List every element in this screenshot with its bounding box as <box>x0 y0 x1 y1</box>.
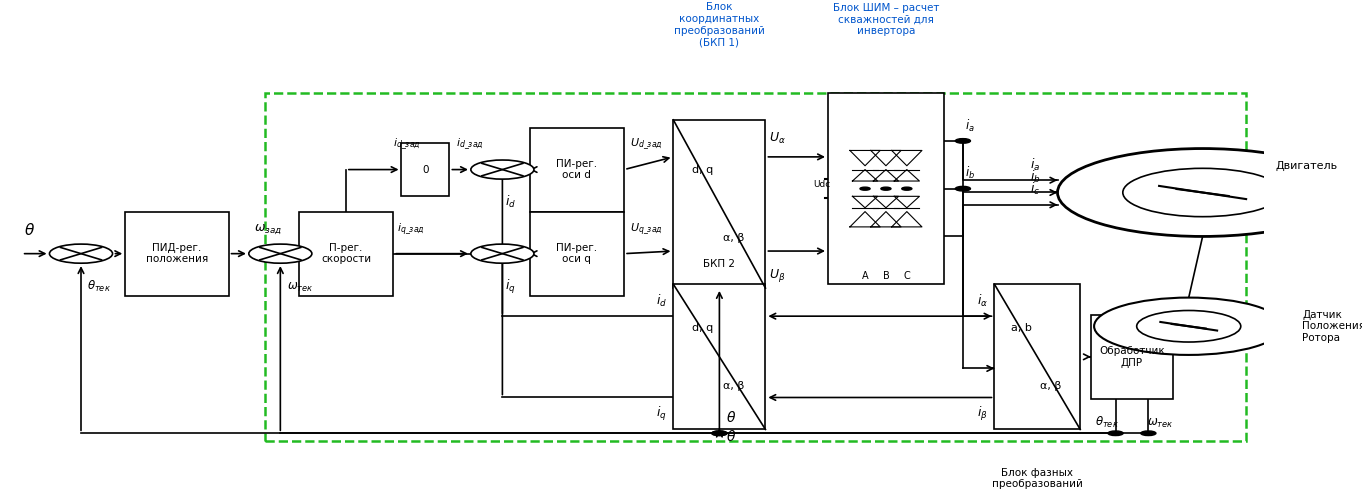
Text: $\theta_{тек}$: $\theta_{тек}$ <box>87 279 112 294</box>
Text: $i_q$: $i_q$ <box>656 405 667 423</box>
Circle shape <box>955 186 971 191</box>
Circle shape <box>859 187 870 190</box>
Text: α, β: α, β <box>722 233 744 243</box>
Text: П-рег.
скорости: П-рег. скорости <box>321 243 370 264</box>
Circle shape <box>471 244 534 263</box>
Circle shape <box>1122 168 1283 216</box>
Circle shape <box>712 431 727 435</box>
Text: $i_a$: $i_a$ <box>1030 157 1041 173</box>
Circle shape <box>712 431 727 435</box>
Text: $U_{\alpha}$: $U_{\alpha}$ <box>770 130 786 146</box>
Text: $i_{q\_зад}$: $i_{q\_зад}$ <box>398 221 425 237</box>
Text: α, β: α, β <box>1039 381 1061 391</box>
Text: ПИ-рег.
оси d: ПИ-рег. оси d <box>556 159 598 181</box>
Text: a, b: a, b <box>1012 323 1032 333</box>
Text: $i_c$: $i_c$ <box>1030 182 1041 197</box>
Circle shape <box>471 160 534 179</box>
Text: ПИД-рег.
положения: ПИД-рег. положения <box>146 243 208 265</box>
Circle shape <box>902 187 913 190</box>
Bar <box>673 284 765 430</box>
Text: $i_d$: $i_d$ <box>656 293 667 309</box>
Text: $i_{\alpha}$: $i_{\alpha}$ <box>977 293 987 309</box>
Bar <box>530 212 624 296</box>
Text: $U_{d\_зад}$: $U_{d\_зад}$ <box>631 137 663 153</box>
Bar <box>673 120 765 288</box>
Text: Udc: Udc <box>813 181 831 189</box>
Circle shape <box>955 139 971 143</box>
Text: d, q: d, q <box>692 165 714 175</box>
Text: Блок фазных
преобразований: Блок фазных преобразований <box>992 468 1083 489</box>
Text: $i_q$: $i_q$ <box>505 278 516 296</box>
Text: ПИ-рег.
оси q: ПИ-рег. оси q <box>556 243 598 264</box>
Text: B: B <box>883 271 889 281</box>
Text: $i_{d\_зад}$: $i_{d\_зад}$ <box>456 137 484 153</box>
Text: $\omega_{тек}$: $\omega_{тек}$ <box>1147 417 1174 430</box>
Text: БКП 2: БКП 2 <box>703 259 735 269</box>
Bar <box>994 284 1080 430</box>
Circle shape <box>249 244 312 263</box>
Text: $U_{\beta}$: $U_{\beta}$ <box>770 267 786 284</box>
Text: C: C <box>903 271 910 281</box>
Bar <box>530 127 624 212</box>
Text: d, q: d, q <box>692 323 714 333</box>
Circle shape <box>1057 149 1348 237</box>
Text: Блок ШИМ – расчет
скважностей для
инвертора: Блок ШИМ – расчет скважностей для инверт… <box>832 2 940 36</box>
Text: α, β: α, β <box>722 381 744 391</box>
Bar <box>828 93 944 284</box>
Bar <box>402 143 449 196</box>
Text: $\theta$: $\theta$ <box>726 410 735 425</box>
Text: $\omega_{зад}$: $\omega_{зад}$ <box>255 222 282 236</box>
Circle shape <box>1137 310 1241 342</box>
Text: $i_b$: $i_b$ <box>966 165 975 182</box>
Text: Двигатель: Двигатель <box>1275 161 1337 171</box>
Text: $i_{d\_зад}$: $i_{d\_зад}$ <box>392 137 421 153</box>
Text: $i_{\beta}$: $i_{\beta}$ <box>978 405 987 423</box>
Circle shape <box>49 244 113 263</box>
Text: $\omega_{тек}$: $\omega_{тек}$ <box>286 281 313 294</box>
Text: $\theta$: $\theta$ <box>726 429 735 444</box>
Text: $U_{q\_зад}$: $U_{q\_зад}$ <box>631 221 663 237</box>
Circle shape <box>881 187 891 190</box>
Bar <box>125 212 229 296</box>
Text: $\theta$: $\theta$ <box>25 221 35 238</box>
Text: Блок
координатных
преобразований
(БКП 1): Блок координатных преобразований (БКП 1) <box>674 2 765 47</box>
Text: $i_d$: $i_d$ <box>505 194 516 210</box>
Circle shape <box>1107 431 1124 435</box>
Text: $i_a$: $i_a$ <box>966 118 975 133</box>
Circle shape <box>1141 431 1156 435</box>
Bar <box>298 212 394 296</box>
Bar <box>1091 315 1173 399</box>
Bar <box>266 93 1245 441</box>
Text: Обработчик
ДПР: Обработчик ДПР <box>1099 346 1165 368</box>
Text: $\theta_{тек}$: $\theta_{тек}$ <box>1095 415 1120 430</box>
Text: A: A <box>862 271 869 281</box>
Text: Датчик
Положения
Ротора: Датчик Положения Ротора <box>1302 309 1362 343</box>
Text: $i_b$: $i_b$ <box>1030 169 1041 185</box>
Circle shape <box>1094 298 1283 355</box>
Text: 0: 0 <box>422 164 429 175</box>
